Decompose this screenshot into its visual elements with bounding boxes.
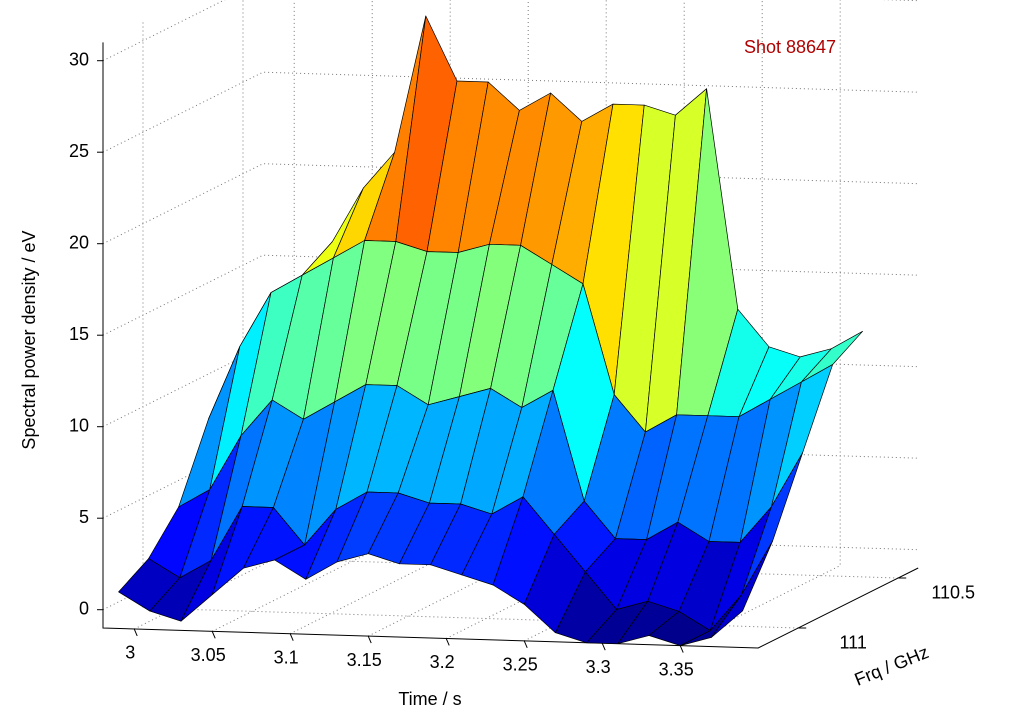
- x-tick-label: 3.3: [586, 657, 611, 677]
- x-tick: [445, 638, 450, 646]
- x-tick: [523, 640, 528, 649]
- z-tick-label: 0: [79, 598, 89, 618]
- z-tick-label: 15: [69, 324, 89, 344]
- z-axis-label: Spectral power density / eV: [19, 230, 39, 449]
- z-tick-label: 30: [69, 49, 89, 69]
- x-tick: [367, 635, 372, 644]
- x-tick-label: 3.1: [274, 647, 299, 667]
- z-tick-label: 5: [79, 507, 89, 527]
- x-axis-label: Time / s: [398, 689, 461, 709]
- chart-title: Shot 88647: [744, 37, 836, 57]
- x-tick-label: 3.05: [191, 645, 226, 665]
- y-tick-label: 110.5: [931, 583, 975, 603]
- z-tick-label: 20: [69, 232, 89, 252]
- x-tick-label: 3.15: [347, 650, 382, 670]
- x-tick: [289, 633, 294, 641]
- z-tick-label: 10: [69, 415, 89, 435]
- x-tick: [133, 628, 138, 637]
- x-tick-label: 3: [125, 643, 135, 663]
- x-tick: [211, 631, 216, 639]
- surface-cell: [711, 540, 773, 638]
- z-tick-label: 25: [69, 141, 89, 161]
- x-tick: [601, 643, 606, 651]
- x-tick-label: 3.25: [503, 655, 538, 675]
- x-tick-label: 3.2: [430, 652, 455, 672]
- x-tick: [679, 645, 684, 653]
- y-tick-label: 111: [840, 633, 867, 653]
- x-tick-label: 3.35: [659, 659, 694, 679]
